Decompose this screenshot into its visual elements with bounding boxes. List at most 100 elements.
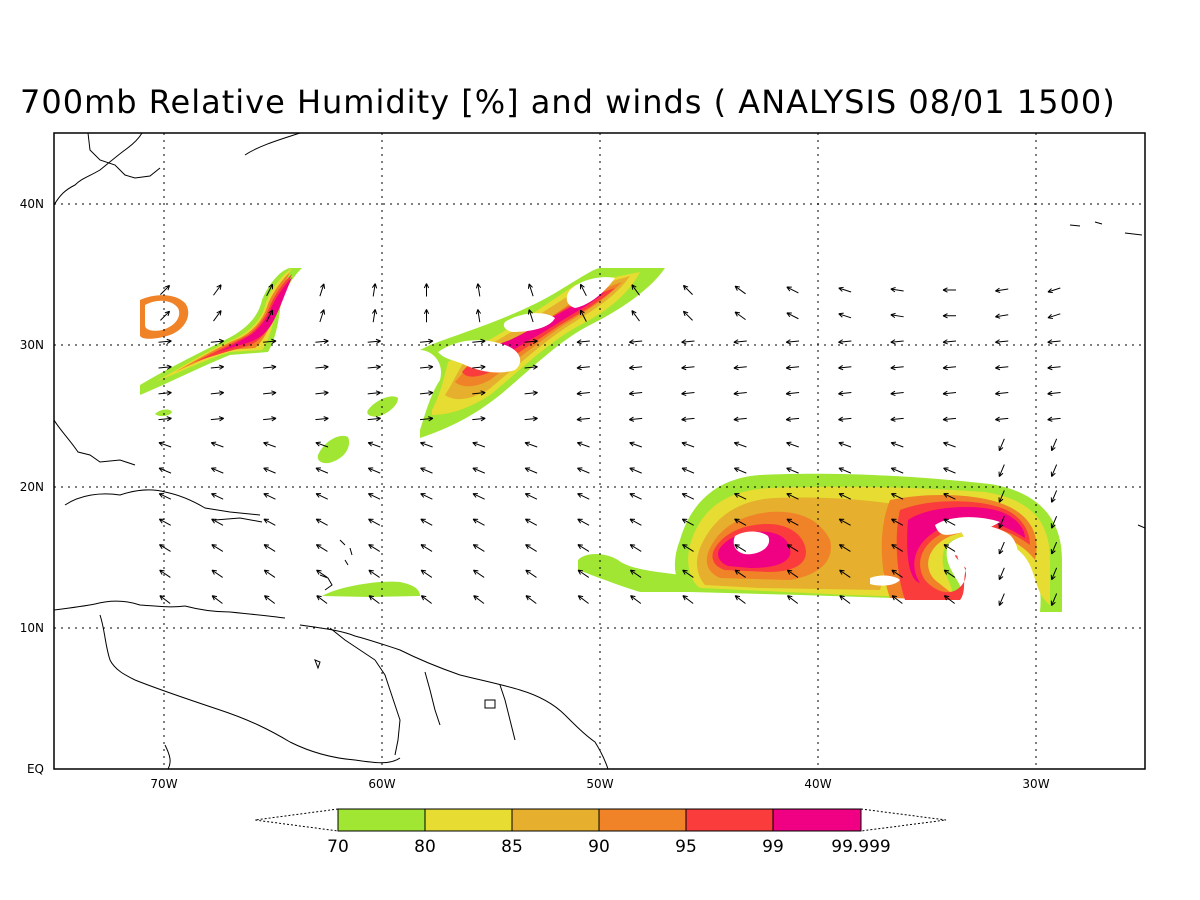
wind-arrow (319, 309, 326, 323)
wind-arrow (472, 467, 485, 474)
wind-arrow (1050, 567, 1058, 581)
wind-arrow (629, 493, 642, 500)
wind-arrow (943, 518, 956, 526)
wind-arrow (838, 518, 851, 526)
wind-arrow (734, 595, 746, 604)
wind-arrow (577, 493, 590, 500)
plot-frame (53, 132, 1146, 770)
wind-arrow (998, 593, 1005, 606)
wind-arrow (368, 595, 380, 604)
wind-arrow (527, 309, 534, 323)
wind-arrow (210, 467, 224, 474)
wind-arrow (733, 339, 747, 345)
wind-arrow (891, 518, 904, 526)
wind-arrow (213, 284, 222, 296)
wind-arrow (1050, 490, 1058, 503)
wind-arrow (315, 390, 329, 396)
wind-arrow (211, 569, 223, 578)
wind-arrow (472, 390, 486, 396)
wind-arrow (316, 595, 328, 604)
wind-arrow (943, 544, 956, 552)
wind-arrow (524, 416, 538, 422)
lon-label: 40W (804, 777, 831, 791)
wind-arrow (890, 312, 904, 319)
wind-arrow (998, 516, 1005, 529)
wind-arrow (420, 441, 433, 448)
wind-arrow (524, 364, 538, 370)
wind-arrow (210, 416, 225, 422)
wind-arrow (943, 441, 956, 448)
colorbar-label: 70 (327, 837, 349, 857)
wind-arrow (159, 595, 171, 604)
wind-arrow (943, 595, 955, 604)
wind-arrow (839, 569, 851, 578)
wind-arrow (319, 283, 326, 297)
wind-arrow (629, 441, 642, 448)
lat-label: 40N (20, 197, 44, 211)
wind-arrow (371, 309, 378, 323)
wind-arrow (367, 493, 381, 500)
wind-arrow (838, 467, 852, 474)
wind-arrow (786, 493, 799, 500)
wind-arrow (838, 339, 852, 345)
wind-arrow (524, 441, 538, 448)
wind-arrow (367, 338, 381, 344)
colorbar-left-extension (254, 808, 339, 832)
wind-arrow (472, 364, 486, 370)
colorbar-label: 95 (675, 837, 697, 857)
wind-arrow (942, 339, 957, 345)
latitude-axis: EQ 10N 20N 30N 40N (20, 197, 44, 776)
wind-arrow (890, 287, 904, 293)
wind-arrow (423, 283, 430, 297)
wind-arrow (210, 441, 224, 448)
colorbar-swatch (424, 808, 513, 832)
humidity-region-northwest (140, 268, 302, 395)
wind-arrow (263, 364, 277, 370)
wind-arrow (158, 390, 172, 396)
wind-arrow (315, 416, 329, 422)
wind-arrow (576, 365, 590, 371)
wind-arrow (785, 365, 800, 371)
wind-arrow (838, 312, 852, 319)
wind-arrow (525, 569, 537, 578)
wind-arrow (942, 287, 956, 293)
wind-arrow (943, 569, 956, 578)
wind-arrow (367, 467, 381, 474)
wind-arrow (576, 441, 590, 448)
wind-arrow (891, 569, 903, 578)
wind-arrow (839, 595, 851, 604)
wind-arrow (681, 416, 695, 422)
wind-arrow (419, 338, 434, 344)
wind-arrow (160, 310, 171, 321)
wind-arrow (890, 365, 904, 371)
wind-arrow (315, 338, 329, 344)
wind-arrow (367, 416, 381, 422)
wind-arrow (158, 416, 172, 422)
wind-arrow (786, 518, 799, 526)
wind-arrow (786, 569, 799, 578)
lat-label: 10N (20, 621, 44, 635)
wind-arrow (733, 365, 747, 371)
wind-arrow (158, 467, 172, 474)
wind-arrow (942, 365, 957, 371)
wind-arrow (210, 338, 225, 344)
wind-arrow (263, 441, 276, 448)
wind-arrow (159, 544, 171, 552)
wind-arrow (891, 544, 904, 552)
wind-arrow (682, 310, 693, 321)
wind-arrow (159, 569, 171, 578)
wind-arrow (420, 544, 433, 552)
wind-arrow (472, 441, 486, 448)
wind-arrow (1047, 365, 1061, 371)
colorbar-swatch (337, 808, 426, 832)
wind-arrow (210, 390, 225, 396)
wind-arrow (838, 365, 852, 371)
lon-label: 70W (150, 777, 177, 791)
wind-arrow (995, 287, 1009, 293)
colorbar-swatch (511, 808, 600, 832)
wind-arrow (475, 309, 482, 323)
wind-arrow (734, 544, 747, 552)
wind-arrow (472, 544, 485, 552)
wind-arrow (786, 441, 799, 448)
